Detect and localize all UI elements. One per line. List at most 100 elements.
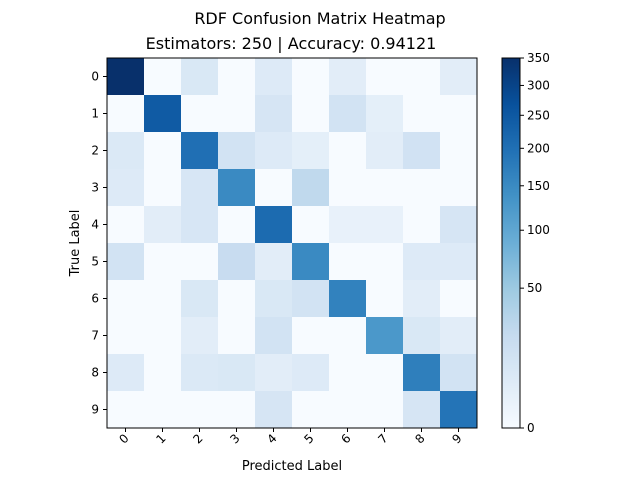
y-tick-label: 9 (91, 403, 99, 417)
heatmap-cell (107, 317, 145, 355)
heatmap-cell (107, 95, 145, 133)
heatmap-cell (144, 317, 182, 355)
heatmap-cell (329, 317, 367, 355)
heatmap-cell (292, 280, 330, 318)
heatmap-cell (440, 169, 478, 207)
heatmap-cell (107, 169, 145, 207)
heatmap-cell (403, 95, 441, 133)
heatmap-cell (292, 169, 330, 207)
heatmap-cell (107, 132, 145, 170)
heatmap-cell (218, 317, 256, 355)
heatmap-cell (329, 132, 367, 170)
heatmap-cell (107, 354, 145, 392)
heatmap-cell (366, 354, 404, 392)
heatmap-cell (292, 132, 330, 170)
heatmap-cell (144, 206, 182, 244)
heatmap-cell (292, 206, 330, 244)
heatmap-cell (144, 391, 182, 429)
heatmap-cell (255, 132, 293, 170)
heatmap-cell (144, 280, 182, 318)
y-tick-label: 8 (91, 366, 99, 380)
heatmap-cell (440, 391, 478, 429)
x-tick-label: 0 (116, 431, 131, 446)
heatmap-cell (329, 206, 367, 244)
heatmap-cell (181, 391, 219, 429)
heatmap-cell (403, 391, 441, 429)
y-tick-label: 1 (91, 107, 99, 121)
heatmap-cell (218, 354, 256, 392)
heatmap-cell (403, 58, 441, 96)
heatmap-cell (366, 95, 404, 133)
heatmap-cell (218, 58, 256, 96)
y-tick-label: 0 (91, 70, 99, 84)
heatmap-cell (181, 132, 219, 170)
heatmap-cell (144, 169, 182, 207)
y-tick-label: 6 (91, 292, 99, 306)
heatmap-cell (218, 280, 256, 318)
colorbar-tick-label: 100 (527, 223, 550, 237)
heatmap-cell (292, 58, 330, 96)
heatmap-cell (440, 317, 478, 355)
heatmap-cell (255, 243, 293, 281)
heatmap-cell (255, 317, 293, 355)
heatmap-cell (366, 206, 404, 244)
x-tick-label: 1 (153, 431, 168, 446)
x-tick-label: 9 (449, 431, 464, 446)
heatmap-cell (181, 58, 219, 96)
y-tick-label: 5 (91, 255, 99, 269)
x-tick-label: 5 (301, 431, 316, 446)
heatmap-cell (366, 58, 404, 96)
heatmap-cell (107, 58, 145, 96)
heatmap-cell (218, 206, 256, 244)
heatmap-cell (440, 132, 478, 170)
heatmap-cell (440, 354, 478, 392)
colorbar-tick-label: 0 (527, 421, 535, 435)
colorbar-tick-label: 250 (527, 108, 550, 122)
heatmap-cell (181, 280, 219, 318)
heatmap-cell (144, 354, 182, 392)
heatmap-cell (329, 354, 367, 392)
heatmap-cell (181, 206, 219, 244)
heatmap-cell (403, 243, 441, 281)
heatmap-cell (329, 280, 367, 318)
heatmap-cell (292, 317, 330, 355)
heatmap-cell (403, 280, 441, 318)
heatmap-cell (255, 206, 293, 244)
heatmap-cell (366, 280, 404, 318)
heatmap-cell (366, 132, 404, 170)
x-tick-label: 7 (375, 431, 390, 446)
heatmap-cell (366, 391, 404, 429)
heatmap-cell (292, 354, 330, 392)
heatmap-cell (440, 243, 478, 281)
heatmap-cell (218, 132, 256, 170)
heatmap-cell (329, 169, 367, 207)
heatmap-cell (255, 354, 293, 392)
heatmap-cell (403, 206, 441, 244)
y-tick-label: 4 (91, 218, 99, 232)
heatmap-cell (181, 354, 219, 392)
y-tick-label: 3 (91, 181, 99, 195)
heatmap-cell (107, 391, 145, 429)
heatmap-cell (403, 354, 441, 392)
heatmap-cell (255, 280, 293, 318)
y-axis-ticks: 0 1 2 3 4 5 6 7 8 9 (91, 70, 107, 417)
heatmap-cell (144, 132, 182, 170)
x-tick-label: 2 (190, 431, 205, 446)
y-tick-label: 2 (91, 144, 99, 158)
x-axis-ticks: 0 1 2 3 4 5 6 7 8 9 (116, 428, 465, 447)
y-axis-label: True Label (68, 210, 83, 278)
heatmap-cell (329, 243, 367, 281)
heatmap-cell (181, 317, 219, 355)
x-tick-label: 4 (264, 431, 279, 446)
colorbar-tick-label: 200 (527, 141, 550, 155)
heatmap-cell (181, 95, 219, 133)
heatmap-cell (218, 169, 256, 207)
chart-subtitle: Estimators: 250 | Accuracy: 0.94121 (146, 34, 437, 53)
heatmap-cell (107, 243, 145, 281)
heatmap-cell (292, 391, 330, 429)
colorbar-tick-label: 300 (527, 78, 550, 92)
colorbar-tick-label: 350 (527, 51, 550, 65)
heatmap-cell (218, 391, 256, 429)
heatmap-cell (440, 95, 478, 133)
heatmap-cell (255, 169, 293, 207)
